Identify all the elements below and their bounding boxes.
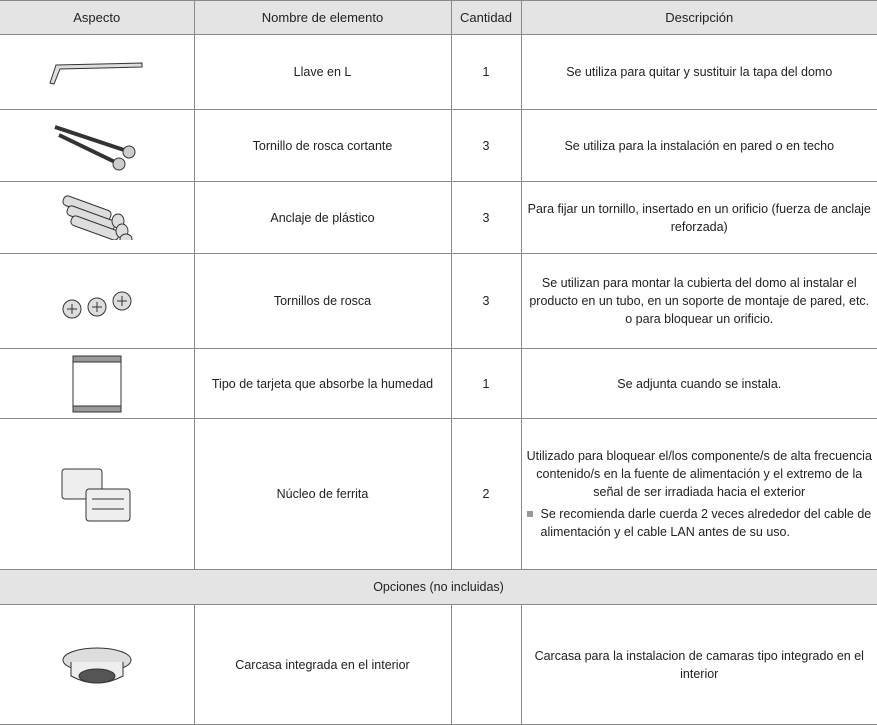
quantity-cell: 3 <box>450 253 522 349</box>
description-cell: Para fijar un tornillo, insertado en un … <box>520 181 877 254</box>
quantity-cell: 3 <box>450 181 522 254</box>
quantity-cell <box>450 604 522 725</box>
name-cell: Tornillo de rosca cortante <box>193 109 452 182</box>
description-cell: Se adjunta cuando se instala. <box>520 348 877 419</box>
screws-icon <box>54 124 136 170</box>
name-cell: Llave en L <box>193 34 452 110</box>
row: Llave en L 1 Se utiliza para quitar y su… <box>0 34 877 110</box>
quantity-cell: 1 <box>450 348 522 419</box>
image-cell <box>0 253 195 349</box>
description-cell: Se utiliza para quitar y sustituir la ta… <box>520 34 877 110</box>
image-cell <box>0 109 195 182</box>
desiccant-icon <box>72 355 122 412</box>
quantity-cell: 3 <box>450 109 522 182</box>
row: Tornillos de rosca 3 Se utilizan para mo… <box>0 253 877 349</box>
housing-icon <box>62 647 132 683</box>
name-cell: Tornillos de rosca <box>193 253 452 349</box>
row: Núcleo de ferrita 2 Utilizado para bloqu… <box>0 418 877 570</box>
l-wrench-icon <box>49 62 143 85</box>
name-cell: Tipo de tarjeta que absorbe la humedad <box>193 348 452 419</box>
description-cell: Carcasa para la instalacion de camaras t… <box>520 604 877 725</box>
description-cell: Se utilizan para montar la cubierta del … <box>520 253 877 349</box>
machine-screws-icon <box>62 291 132 318</box>
description: Utilizado para bloquear el/los component… <box>526 449 872 499</box>
row: Tipo de tarjeta que absorbe la humedad 1… <box>0 348 877 419</box>
image-cell <box>0 604 195 725</box>
description-cell: Utilizado para bloquear el/los component… <box>520 418 877 570</box>
description-cell: Se utiliza para la instalación en pared … <box>520 109 877 182</box>
header-cell: Nombre de elemento <box>193 0 452 35</box>
options-row: Opciones (no incluidas) <box>0 569 877 605</box>
anchors-icon <box>62 195 133 240</box>
row: Tornillo de rosca cortante 3 Se utiliza … <box>0 109 877 182</box>
row: Anclaje de plástico 3 Para fijar un torn… <box>0 181 877 254</box>
name-cell: Núcleo de ferrita <box>193 418 452 570</box>
row: Carcasa integrada en el interior Carcasa… <box>0 604 877 725</box>
bullet <box>526 511 533 517</box>
quantity-cell: 2 <box>450 418 522 570</box>
name-cell: Carcasa integrada en el interior <box>193 604 452 725</box>
note: Se recomienda darle cuerda 2 veces alred… <box>540 507 872 539</box>
image-cell <box>0 34 195 110</box>
note-wrap: Se recomienda darle cuerda 2 veces alred… <box>526 505 873 541</box>
ferrite-icon <box>61 468 131 522</box>
header-cell: Cantidad <box>450 0 522 35</box>
quantity-cell: 1 <box>450 34 522 110</box>
header-row: Aspecto Nombre de elemento Cantidad Desc… <box>0 0 877 35</box>
name-cell: Anclaje de plástico <box>193 181 452 254</box>
image-cell <box>0 418 195 570</box>
options-title: Opciones (no incluidas) <box>0 569 877 605</box>
image-cell <box>0 348 195 419</box>
header-cell: Aspecto <box>0 0 195 35</box>
header-cell: Descripción <box>520 0 877 35</box>
image-cell <box>0 181 195 254</box>
